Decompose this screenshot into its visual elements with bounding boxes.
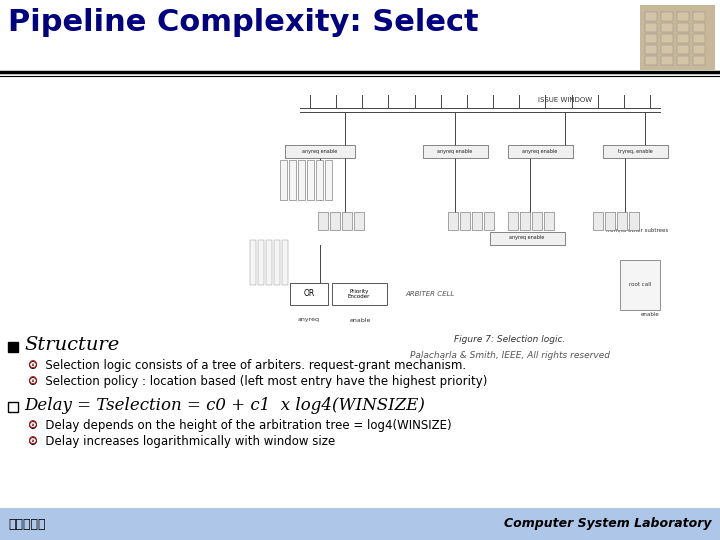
FancyBboxPatch shape [693,45,705,54]
Text: from/to other subtrees: from/to other subtrees [606,227,668,233]
FancyBboxPatch shape [603,145,668,158]
FancyBboxPatch shape [8,342,18,352]
Text: Pipeline Complexity: Select: Pipeline Complexity: Select [8,8,479,37]
FancyBboxPatch shape [661,34,673,43]
FancyBboxPatch shape [274,240,280,285]
Text: ⊙: ⊙ [28,418,38,431]
Text: enable: enable [641,313,660,318]
FancyBboxPatch shape [280,160,287,200]
FancyBboxPatch shape [448,212,458,230]
FancyBboxPatch shape [693,12,705,21]
Text: ⊙  Delay increases logarithmically with window size: ⊙ Delay increases logarithmically with w… [28,435,336,448]
FancyBboxPatch shape [508,212,518,230]
FancyBboxPatch shape [330,212,340,230]
Text: Structure: Structure [24,336,120,354]
FancyBboxPatch shape [282,240,288,285]
Text: ⊙: ⊙ [28,359,38,372]
FancyBboxPatch shape [677,12,689,21]
FancyBboxPatch shape [645,23,657,32]
Text: ⊙: ⊙ [28,435,38,448]
FancyBboxPatch shape [640,5,715,70]
FancyBboxPatch shape [661,12,673,21]
Text: ARBITER CELL: ARBITER CELL [405,291,454,297]
Text: anyreq: anyreq [298,318,320,322]
FancyBboxPatch shape [677,23,689,32]
Bar [0,508,720,540]
FancyBboxPatch shape [661,45,673,54]
FancyBboxPatch shape [645,12,657,21]
FancyBboxPatch shape [8,402,18,412]
Text: Computer System Laboratory: Computer System Laboratory [505,517,712,530]
FancyBboxPatch shape [677,45,689,54]
Text: Palacharla & Smith, IEEE, All rights reserved: Palacharla & Smith, IEEE, All rights res… [410,350,610,360]
FancyBboxPatch shape [266,240,272,285]
FancyBboxPatch shape [290,283,328,305]
FancyBboxPatch shape [460,212,470,230]
FancyBboxPatch shape [318,212,328,230]
FancyBboxPatch shape [661,23,673,32]
FancyBboxPatch shape [423,145,488,158]
FancyBboxPatch shape [484,212,494,230]
FancyBboxPatch shape [693,23,705,32]
FancyBboxPatch shape [490,232,565,245]
FancyBboxPatch shape [289,160,296,200]
FancyBboxPatch shape [617,212,627,230]
FancyBboxPatch shape [342,212,352,230]
FancyBboxPatch shape [544,212,554,230]
FancyBboxPatch shape [677,34,689,43]
FancyBboxPatch shape [645,34,657,43]
Text: ⊙: ⊙ [28,375,38,388]
Text: 高麗大學校: 高麗大學校 [8,517,45,530]
FancyBboxPatch shape [258,240,264,285]
FancyBboxPatch shape [593,212,603,230]
Text: ⊙  Selection logic consists of a tree of arbiters. request-grant mechanism.: ⊙ Selection logic consists of a tree of … [28,359,466,372]
FancyBboxPatch shape [605,212,615,230]
Text: OR: OR [303,289,315,299]
FancyBboxPatch shape [645,56,657,65]
Text: anyreq enable: anyreq enable [437,148,472,153]
Text: ⊙  Delay depends on the height of the arbitration tree = log4(WINSIZE): ⊙ Delay depends on the height of the arb… [28,418,451,431]
FancyBboxPatch shape [693,34,705,43]
FancyBboxPatch shape [325,160,332,200]
FancyBboxPatch shape [285,145,355,158]
Text: anyreq enable: anyreq enable [302,148,338,153]
Text: tryreq, enable: tryreq, enable [618,148,652,153]
FancyBboxPatch shape [620,260,660,310]
FancyBboxPatch shape [677,56,689,65]
FancyBboxPatch shape [316,160,323,200]
FancyBboxPatch shape [354,212,364,230]
Text: Delay = Tselection = c0 + c1  x log4(WINSIZE): Delay = Tselection = c0 + c1 x log4(WINS… [24,396,425,414]
FancyBboxPatch shape [629,212,639,230]
Text: Figure 7: Selection logic.: Figure 7: Selection logic. [454,335,566,345]
FancyBboxPatch shape [693,56,705,65]
FancyBboxPatch shape [472,212,482,230]
FancyBboxPatch shape [520,212,530,230]
Text: enable: enable [349,318,371,322]
FancyBboxPatch shape [661,56,673,65]
Text: root call: root call [629,282,651,287]
FancyBboxPatch shape [307,160,314,200]
FancyBboxPatch shape [508,145,573,158]
Text: ⊙  Selection policy : location based (left most entry have the highest priority): ⊙ Selection policy : location based (lef… [28,375,487,388]
FancyBboxPatch shape [332,283,387,305]
Text: anyreq enable: anyreq enable [509,235,544,240]
FancyBboxPatch shape [298,160,305,200]
FancyBboxPatch shape [645,45,657,54]
Text: Priority
Encoder: Priority Encoder [348,288,370,299]
FancyBboxPatch shape [250,240,256,285]
FancyBboxPatch shape [532,212,542,230]
Text: ISSUE WINDOW: ISSUE WINDOW [538,97,592,103]
Text: anyreq enable: anyreq enable [523,148,557,153]
